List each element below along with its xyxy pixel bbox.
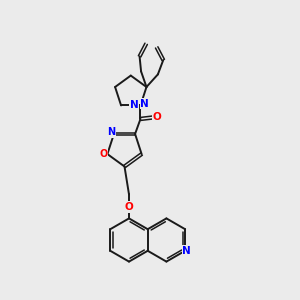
Text: O: O [100,149,108,159]
Text: O: O [153,112,162,122]
Text: N: N [107,128,115,137]
Text: O: O [124,202,134,212]
Text: N: N [130,100,138,110]
Text: N: N [140,99,149,109]
Text: N: N [182,246,191,256]
